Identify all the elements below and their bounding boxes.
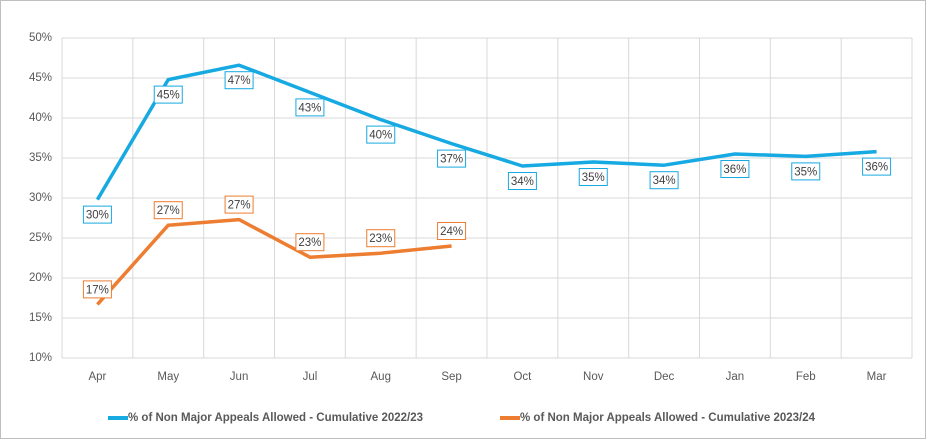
y-tick-label: 20% [29, 272, 52, 284]
data-label: 36% [865, 162, 888, 174]
data-label: 40% [369, 130, 392, 142]
data-label-box [437, 149, 467, 168]
y-tick-label: 10% [29, 352, 52, 364]
y-tick-label: 25% [29, 232, 52, 244]
data-label: 47% [228, 75, 251, 87]
data-label: 45% [157, 90, 180, 102]
data-label-box [224, 71, 254, 90]
data-label-box [224, 195, 254, 214]
data-label-box [153, 85, 183, 104]
x-tick-label: Aug [371, 371, 391, 383]
x-tick-label: Dec [654, 371, 675, 383]
data-label: 30% [86, 210, 109, 222]
data-label: 27% [157, 205, 180, 217]
y-tick-label: 50% [29, 32, 52, 44]
x-tick-label: Nov [583, 371, 604, 383]
x-tick-label: Mar [867, 371, 887, 383]
data-label: 23% [298, 237, 321, 249]
data-label-box [295, 233, 325, 252]
data-label: 24% [440, 226, 463, 238]
data-label: 37% [440, 154, 463, 166]
y-tick-label: 15% [29, 312, 52, 324]
x-tick-label: Jun [230, 371, 249, 383]
data-label: 43% [298, 102, 321, 114]
x-tick-label: Oct [513, 371, 532, 383]
y-tick-label: 30% [29, 192, 52, 204]
legend-label: % of Non Major Appeals Allowed - Cumulat… [520, 412, 816, 424]
x-tick-label: Sep [441, 371, 461, 383]
x-tick-label: Feb [796, 371, 816, 383]
x-tick-label: Jan [726, 371, 745, 383]
y-tick-label: 45% [29, 72, 52, 84]
data-label: 27% [228, 200, 251, 212]
x-tick-label: Apr [88, 371, 106, 383]
data-label-box [862, 157, 892, 176]
data-label-box [720, 160, 750, 178]
data-label-box [366, 229, 396, 248]
series-line [96, 217, 452, 306]
data-label: 17% [86, 284, 109, 296]
data-label: 34% [511, 176, 534, 188]
data-label-box [507, 172, 537, 190]
data-label-box [437, 222, 467, 240]
legend-label: % of Non Major Appeals Allowed - Cumulat… [128, 412, 423, 424]
y-tick-label: 35% [29, 152, 52, 164]
data-label: 35% [582, 172, 605, 184]
data-label: 36% [723, 164, 746, 176]
data-label-box [578, 168, 608, 186]
data-label: 23% [369, 233, 392, 245]
data-label-box [82, 205, 112, 224]
x-tick-label: Jul [303, 371, 318, 383]
data-label-box [295, 98, 325, 117]
data-label-box [649, 171, 679, 190]
series-line [95, 63, 877, 201]
data-label-box [366, 125, 396, 144]
data-label-box [82, 280, 112, 299]
data-label-box [153, 201, 183, 220]
data-label: 35% [794, 166, 817, 178]
y-tick-label: 40% [29, 112, 52, 124]
data-label: 34% [653, 175, 676, 187]
data-label-box [791, 162, 821, 181]
x-tick-label: May [157, 371, 179, 383]
